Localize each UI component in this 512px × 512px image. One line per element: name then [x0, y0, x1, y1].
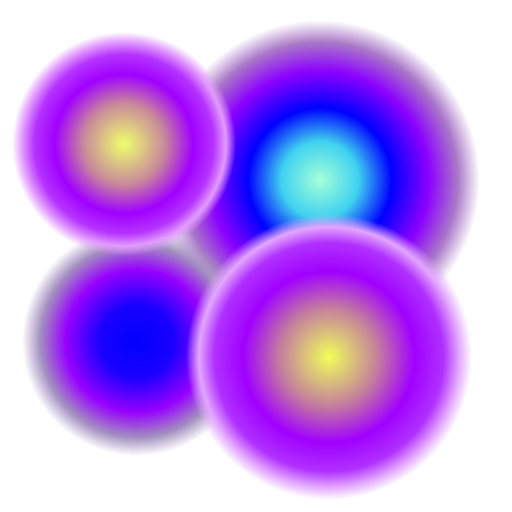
orb-top-left-yellow — [12, 32, 236, 256]
orb-bottom-right-yellow — [186, 214, 472, 500]
